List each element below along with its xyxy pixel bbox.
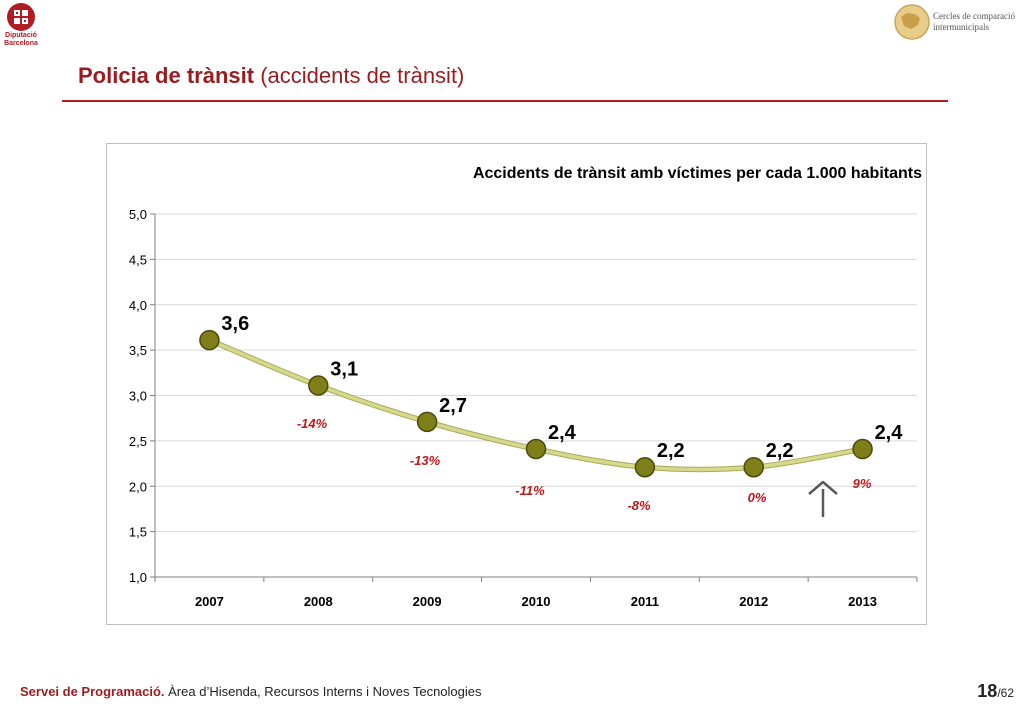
- y-tick-label: 4,0: [129, 298, 147, 313]
- page-number: 18: [977, 681, 998, 701]
- data-point: [416, 411, 438, 433]
- up-arrow-icon: [808, 480, 838, 495]
- data-label: 3,1: [330, 359, 358, 381]
- cercles-globe-icon: [894, 4, 930, 40]
- x-tick-label: 2013: [848, 594, 877, 609]
- data-label: 2,4: [548, 422, 577, 444]
- y-tick-label: 3,0: [129, 389, 147, 404]
- data-point: [199, 329, 220, 351]
- change-label: -8%: [627, 498, 651, 513]
- diputacio-logo-line-1: Diputació: [5, 32, 37, 39]
- cercles-logo-line-1: Cercles de comparació: [933, 11, 1015, 21]
- x-tick-label: 2011: [631, 594, 659, 609]
- data-label: 2,2: [657, 440, 685, 462]
- change-label: 9%: [853, 476, 872, 491]
- page-title: Policia de trànsit (accidents de trànsit…: [78, 63, 464, 89]
- data-point: [852, 438, 873, 460]
- y-tick-label: 5,0: [129, 207, 147, 222]
- data-point: [634, 456, 656, 478]
- data-label: 2,4: [875, 422, 904, 444]
- change-label: -11%: [515, 483, 545, 498]
- data-label: 2,7: [439, 395, 467, 417]
- x-tick-label: 2007: [195, 594, 224, 609]
- cercles-logo: Cercles de comparació intermunicipals: [893, 3, 1021, 43]
- line-chart: Accidents de trànsit amb víctimes per ca…: [129, 165, 922, 609]
- x-tick-label: 2010: [522, 594, 551, 609]
- cercles-logo-line-2: intermunicipals: [933, 22, 989, 32]
- diputacio-logo: Diputació Barcelona: [4, 2, 38, 48]
- footer-organization: Servei de Programació. Àrea d’Hisenda, R…: [20, 684, 482, 699]
- page-total: /62: [997, 686, 1014, 700]
- diputacio-shield-icon: [6, 2, 36, 32]
- change-label: -13%: [410, 453, 441, 468]
- footer-org-rest: Àrea d’Hisenda, Recursos Interns i Noves…: [168, 684, 482, 699]
- chart-title: Accidents de trànsit amb víctimes per ca…: [473, 165, 922, 182]
- data-label: 2,2: [766, 440, 794, 462]
- data-point: [525, 438, 547, 460]
- diputacio-logo-line-2: Barcelona: [4, 40, 38, 47]
- data-point: [308, 375, 329, 396]
- footer-org-bold: Servei de Programació.: [20, 684, 165, 699]
- data-label: 3,6: [221, 313, 249, 335]
- x-tick-label: 2009: [413, 594, 442, 609]
- data-point: [743, 456, 764, 478]
- y-tick-label: 2,0: [129, 479, 147, 494]
- y-tick-label: 1,5: [129, 525, 147, 540]
- page-title-bold: Policia de trànsit: [78, 63, 255, 88]
- change-label: 0%: [748, 490, 767, 505]
- chart-frame: Accidents de trànsit amb víctimes per ca…: [106, 143, 927, 625]
- change-label: -14%: [297, 416, 328, 431]
- y-tick-label: 2,5: [129, 434, 147, 449]
- y-tick-label: 4,5: [129, 252, 147, 267]
- x-tick-label: 2008: [304, 594, 333, 609]
- y-tick-label: 3,5: [129, 343, 147, 358]
- y-tick-label: 1,0: [129, 570, 147, 585]
- x-tick-label: 2012: [739, 594, 768, 609]
- page-counter: 18/62: [977, 681, 1014, 702]
- title-divider: [62, 100, 948, 102]
- page-title-rest: (accidents de trànsit): [260, 63, 465, 88]
